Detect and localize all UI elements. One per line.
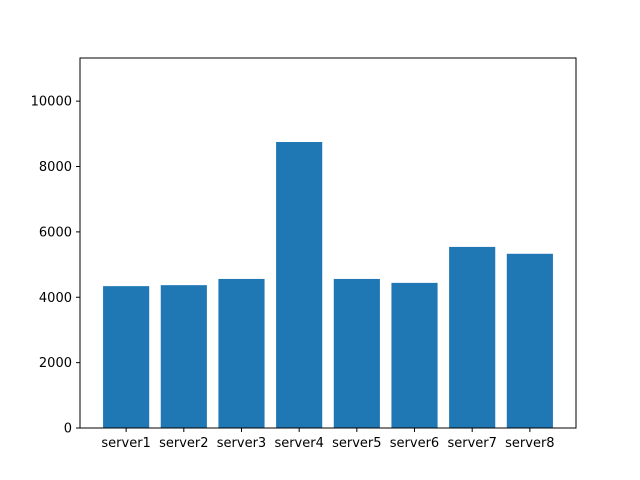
bar-server7: [449, 246, 496, 428]
x-tick-label-server3: server3: [217, 436, 266, 451]
x-tick-label-server4: server4: [274, 436, 323, 451]
y-tick-label-8000: 8000: [39, 160, 72, 175]
bar-server5: [333, 278, 380, 428]
y-axis: 0 2000 4000 6000 8000 10000: [31, 95, 80, 437]
y-tick-label-10000: 10000: [31, 95, 72, 110]
x-tick-label-server5: server5: [332, 436, 381, 451]
bar-server3: [218, 278, 265, 428]
x-tick-label-server8: server8: [505, 436, 554, 451]
x-axis: server1 server2 server3 server4 server5 serve…: [101, 428, 555, 451]
y-tick-label-6000: 6000: [39, 225, 72, 240]
x-tick-label-server7: server7: [447, 436, 496, 451]
bar-server8: [506, 253, 553, 428]
bar-server4: [276, 142, 323, 428]
y-tick-label-0: 0: [64, 422, 72, 437]
bar-server6: [391, 282, 438, 428]
x-tick-label-server2: server2: [159, 436, 208, 451]
x-tick-label-server1: server1: [101, 436, 150, 451]
plot-frame: [79, 57, 577, 429]
x-tick-label-server6: server6: [390, 436, 439, 451]
y-tick-label-4000: 4000: [39, 291, 72, 306]
bars-group: [103, 142, 553, 428]
bar-server2: [160, 285, 207, 428]
y-tick-label-2000: 2000: [39, 356, 72, 371]
bar-server1: [103, 286, 150, 428]
